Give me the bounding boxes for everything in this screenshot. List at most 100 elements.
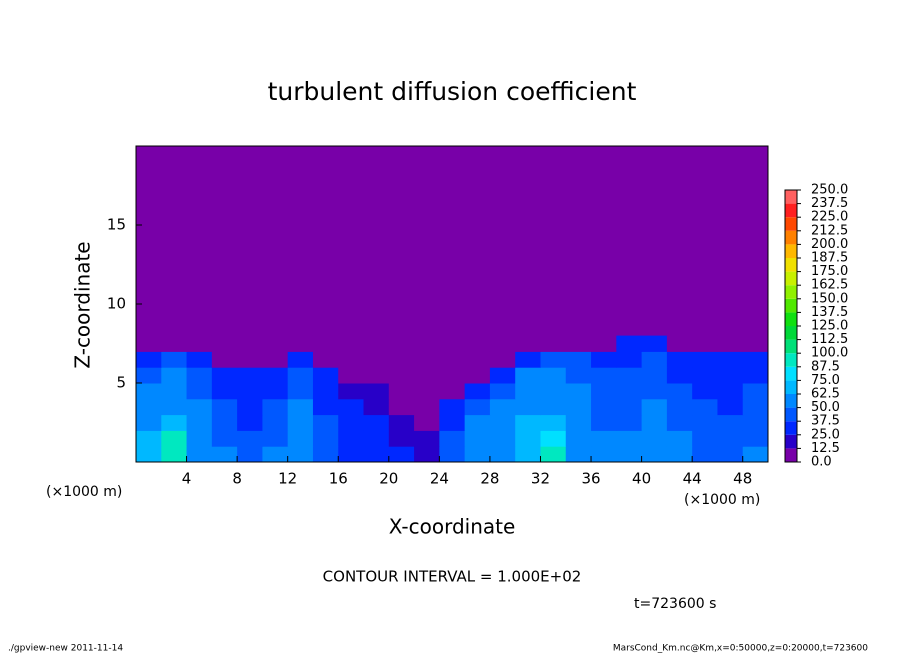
heatmap-cell <box>540 430 567 447</box>
heatmap-cell <box>262 383 289 400</box>
heatmap-cell <box>641 367 668 384</box>
colorbar-tick-label: 87.5 <box>811 359 840 374</box>
colorbar-swatch <box>785 353 797 367</box>
heatmap-cell <box>692 367 718 384</box>
heatmap-cell <box>363 383 390 400</box>
heatmap-cell <box>692 383 718 400</box>
heatmap-cell <box>186 446 213 463</box>
heatmap-cell <box>211 414 238 431</box>
heatmap-cell <box>161 430 188 447</box>
heatmap-cell <box>565 335 592 352</box>
colorbar-swatch <box>785 217 797 231</box>
heatmap-cell <box>186 351 213 368</box>
heatmap-cell <box>591 367 617 384</box>
x-tick-label: 44 <box>683 470 702 488</box>
heatmap-cell <box>136 446 162 463</box>
heatmap-cell <box>616 446 643 463</box>
x-axis-label: X-coordinate <box>389 515 516 539</box>
heatmap-cell <box>161 398 188 416</box>
heatmap-cell <box>717 367 744 384</box>
heatmap-cell <box>312 335 339 352</box>
heatmap-cell <box>363 351 390 368</box>
colorbar-tick-label: 100.0 <box>811 346 848 361</box>
heatmap-cell <box>565 430 592 447</box>
heatmap-cell <box>641 430 668 447</box>
heatmap-cell <box>312 414 339 431</box>
heatmap-cell <box>489 351 516 368</box>
heatmap-cell <box>287 367 314 384</box>
heatmap-cell <box>136 383 162 400</box>
heatmap-cell <box>692 351 718 368</box>
colorbar-tick-label: 212.5 <box>811 223 848 238</box>
heatmap-cell <box>237 398 263 416</box>
heatmap-cell <box>616 430 643 447</box>
x-tick-label: 36 <box>581 470 600 488</box>
heatmap-cell <box>338 398 365 416</box>
heatmap-cell <box>388 383 415 400</box>
heatmap-cell <box>616 414 643 431</box>
heatmap-cell <box>287 335 314 352</box>
heatmap-cell <box>742 351 769 368</box>
heatmap-cell <box>287 414 314 431</box>
colorbar-tick-label: 12.5 <box>811 441 840 456</box>
annotation: CONTOUR INTERVAL = 1.000E+02 <box>323 568 582 586</box>
colorbar-swatch <box>785 203 797 218</box>
heatmap-cell <box>439 398 466 416</box>
colorbar-tick-label: 225.0 <box>811 210 848 225</box>
heatmap-cell <box>136 414 162 431</box>
colorbar-swatch <box>785 326 797 340</box>
colorbar-tick-label: 125.0 <box>811 319 848 334</box>
heatmap-cell <box>717 446 744 463</box>
colorbar-tick-label: 37.5 <box>811 414 840 429</box>
heatmap-cell <box>666 430 693 447</box>
heatmap-cell <box>439 430 466 447</box>
heatmap-cell <box>464 414 491 431</box>
heatmap-cell <box>565 398 592 416</box>
heatmap-cell <box>161 446 188 463</box>
heatmap-cell <box>641 351 668 368</box>
x-tick-label: 24 <box>430 470 449 488</box>
heatmap-cell <box>666 446 693 463</box>
heatmap-cell <box>717 351 744 368</box>
heatmap-cell <box>414 351 440 368</box>
colorbar-swatch <box>785 298 797 313</box>
heatmap-cell <box>186 383 213 400</box>
heatmap-cell <box>641 446 668 463</box>
heatmap-cell <box>565 383 592 400</box>
heatmap-cell <box>464 398 491 416</box>
heatmap-cell <box>464 383 491 400</box>
heatmap-cell <box>237 430 263 447</box>
heatmap-cell <box>211 367 238 384</box>
heatmap-cell <box>591 414 617 431</box>
heatmap-cell <box>439 351 466 368</box>
x-unit-label: (×1000 m) <box>46 484 122 500</box>
heatmap-cell <box>338 351 365 368</box>
y-tick-label: 5 <box>116 374 126 392</box>
heatmap-cell <box>439 335 466 352</box>
heatmap-cell <box>388 351 415 368</box>
heatmap-cell <box>591 446 617 463</box>
heatmap-cell <box>136 351 162 368</box>
y-tick-label: 10 <box>107 295 126 313</box>
heatmap-cell <box>439 367 466 384</box>
heatmap-cell <box>489 335 516 352</box>
heatmap-cell <box>211 430 238 447</box>
heatmap-cell <box>338 430 365 447</box>
heatmap-cell <box>237 367 263 384</box>
heatmap-cell <box>262 446 289 463</box>
heatmap-cell <box>666 383 693 400</box>
heatmap-cell <box>641 398 668 416</box>
heatmap-cell <box>616 398 643 416</box>
heatmap-cell <box>666 335 693 352</box>
heatmap-cell <box>464 367 491 384</box>
heatmap-cell <box>515 446 541 463</box>
colorbar-swatch <box>785 421 797 435</box>
heatmap-cell <box>136 335 162 352</box>
heatmap-cell <box>717 414 744 431</box>
x-tick-label: 32 <box>531 470 550 488</box>
heatmap-cell <box>237 335 263 352</box>
annotation: t=723600 s <box>634 596 716 612</box>
heatmap-cell <box>666 367 693 384</box>
heatmap-cell <box>692 335 718 352</box>
